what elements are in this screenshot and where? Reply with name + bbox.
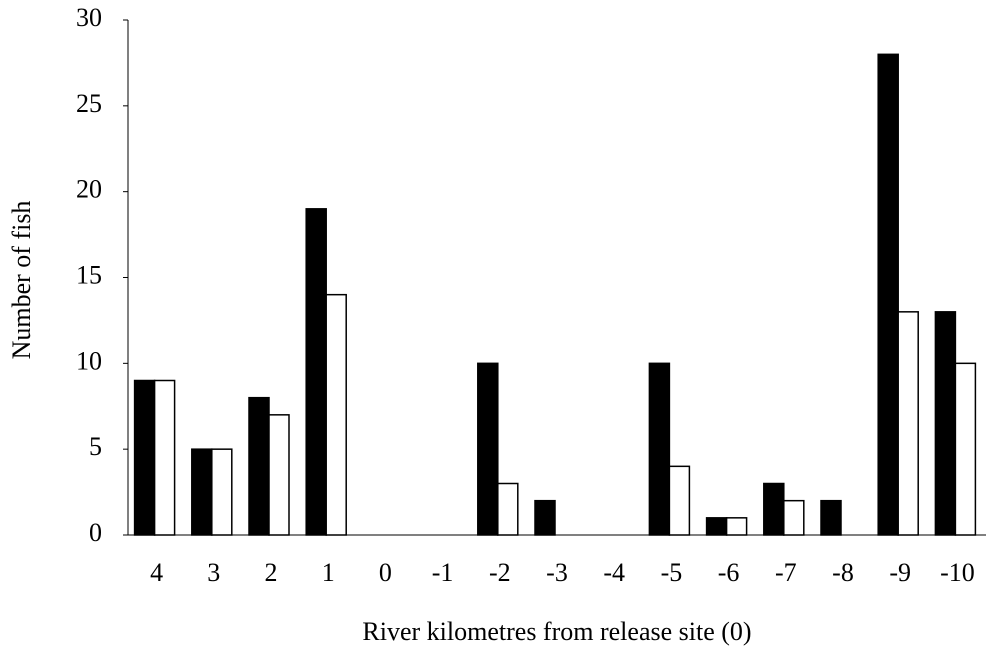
x-tick-label: -9 (889, 558, 911, 587)
x-tick-label: -5 (661, 558, 683, 587)
bar (211, 448, 233, 536)
x-tick-label: 2 (265, 558, 278, 587)
x-tick-label: 4 (150, 558, 163, 587)
bar (954, 362, 977, 536)
bar (153, 379, 176, 536)
y-tick-label: 20 (76, 175, 102, 204)
bar (133, 379, 156, 536)
y-tick-label: 30 (76, 3, 102, 32)
x-tick-label: -4 (603, 558, 625, 587)
bar (648, 362, 671, 536)
x-tick-label: -2 (489, 558, 511, 587)
x-tick-label: -8 (832, 558, 854, 587)
y-tick-label: 0 (89, 518, 102, 547)
y-tick-label: 10 (76, 346, 102, 375)
bar (725, 517, 748, 536)
bar (934, 311, 957, 536)
x-tick-label: -10 (940, 558, 975, 587)
bar (763, 482, 785, 536)
bar (191, 448, 213, 536)
x-axis-label: River kilometres from release site (0) (362, 617, 751, 646)
bar (477, 362, 499, 536)
bar (783, 499, 805, 536)
x-tick-label: 1 (322, 558, 335, 587)
bar (897, 311, 919, 536)
x-tick-label: -3 (546, 558, 568, 587)
x-tick-label: 0 (379, 558, 392, 587)
bar (325, 293, 347, 536)
bar (820, 499, 842, 536)
bar (668, 465, 691, 536)
x-tick-label: -1 (432, 558, 454, 587)
bar (497, 482, 519, 536)
bar (534, 499, 556, 536)
bar (305, 208, 327, 536)
bar (248, 396, 270, 536)
x-tick-label: -7 (775, 558, 797, 587)
y-tick-label: 5 (89, 432, 102, 461)
y-axis-label: Number of fish (7, 201, 36, 360)
bar (705, 517, 728, 536)
y-tick-label: 15 (76, 260, 102, 289)
y-tick-label: 25 (76, 89, 102, 118)
bar (268, 414, 290, 536)
x-tick-label: -6 (718, 558, 740, 587)
bar (877, 53, 899, 536)
x-tick-label: 3 (207, 558, 220, 587)
